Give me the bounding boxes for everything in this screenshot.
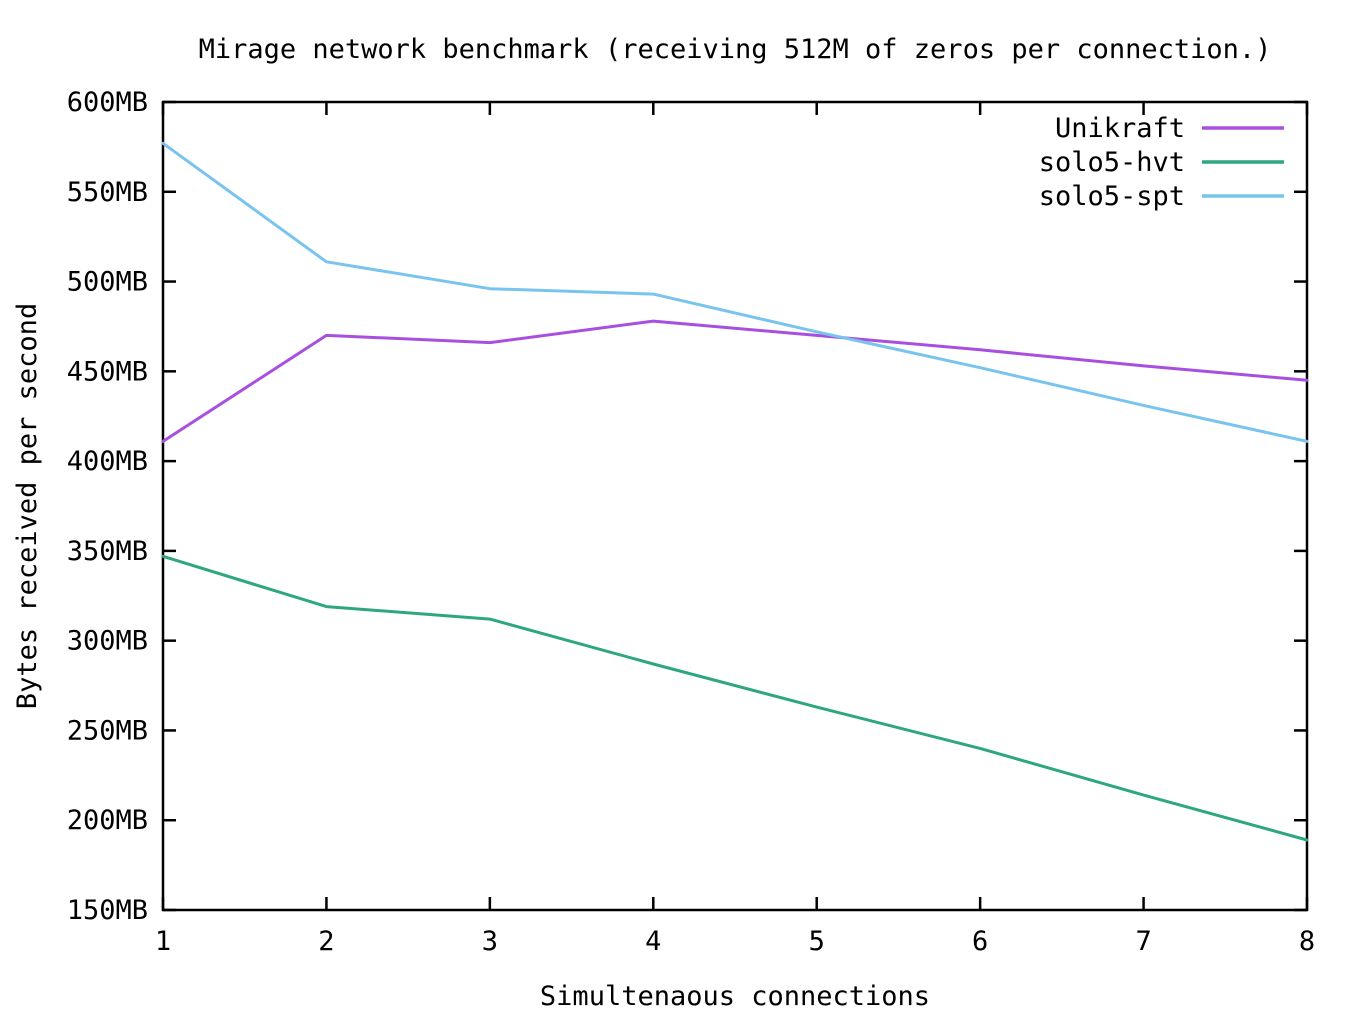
x-tick-label: 6 (972, 926, 988, 957)
legend-item-solo5-spt: solo5-spt (1039, 181, 1284, 212)
y-tick-label: 150MB (67, 895, 148, 926)
y-tick-label: 450MB (67, 356, 148, 387)
axis-ticks: 150MB 200MB 250MB 300MB 350MB 400MB 450MB 500MB… (67, 87, 1315, 957)
x-tick-label: 3 (482, 926, 498, 957)
series-line-unikraft (161, 319, 1309, 443)
series-line-solo5-hvt (161, 554, 1309, 842)
x-tick-label: 1 (155, 926, 171, 957)
series-line-solo5-spt (161, 141, 1309, 443)
y-tick-label: 200MB (67, 805, 148, 836)
x-tick-label: 2 (318, 926, 334, 957)
y-tick-label: 300MB (67, 626, 148, 657)
legend-label: solo5-spt (1039, 181, 1185, 212)
x-tick-label: 5 (809, 926, 825, 957)
y-tick-label: 600MB (67, 87, 148, 118)
y-axis-label: Bytes received per second (12, 303, 43, 709)
y-tick-label: 550MB (67, 177, 148, 208)
y-tick-label: 500MB (67, 267, 148, 298)
plot-border (161, 100, 1309, 912)
series-lines (161, 141, 1309, 842)
x-tick-label: 7 (1135, 926, 1151, 957)
chart-title: Mirage network benchmark (receiving 512M… (199, 34, 1272, 65)
x-tick-label: 8 (1299, 926, 1315, 957)
y-tick-label: 350MB (67, 536, 148, 567)
y-tick-label: 250MB (67, 715, 148, 746)
y-tick-label: 400MB (67, 446, 148, 477)
x-tick-label: 4 (645, 926, 661, 957)
x-axis-label: Simultenaous connections (540, 981, 930, 1012)
legend-item-solo5-hvt: solo5-hvt (1039, 147, 1284, 178)
legend-label: solo5-hvt (1039, 147, 1185, 178)
legend-item-unikraft: Unikraft (1055, 113, 1284, 144)
legend-label: Unikraft (1055, 113, 1185, 144)
